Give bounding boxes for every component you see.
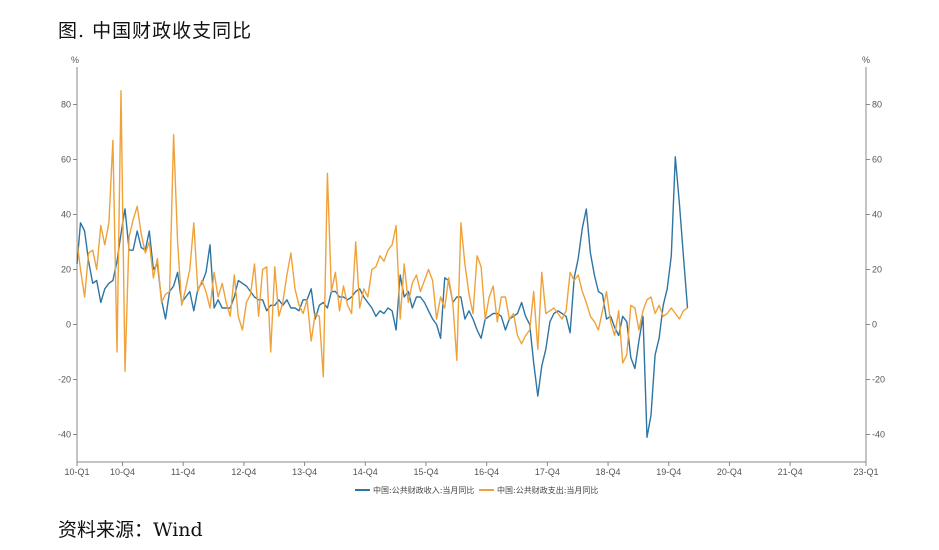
x-tick-label: 21-Q4 [778,467,803,477]
x-tick-label: 14-Q4 [353,467,378,477]
chart-axes: % % -40 -40 -20 -20 0 0 20 20 40 40 60 60 80 80 10-Q1 10-… [58,55,885,477]
y-tick-label-left: 40 [61,210,71,220]
y-tick-label-right: 60 [872,155,882,165]
y-tick-label-left: 20 [61,265,71,275]
y-tick-label-left: 80 [61,100,71,110]
legend-label-revenue: 中国:公共财政收入:当月同比 [373,485,474,495]
y-tick-label-left: -40 [58,430,71,440]
y-tick-label-right: -40 [872,430,885,440]
chart-legend: 中国:公共财政收入:当月同比 中国:公共财政支出:当月同比 [355,485,598,495]
y-tick-label-right: 0 [872,320,877,330]
x-tick-label: 11-Q4 [171,467,195,477]
y-tick-label-right: -20 [872,375,885,385]
y-tick-label-left: 60 [61,155,71,165]
y-axis-right-unit: % [862,55,870,65]
x-tick-label: 13-Q4 [292,467,317,477]
legend-label-expenditure: 中国:公共财政支出:当月同比 [497,485,598,495]
y-tick-label-left: -20 [58,375,71,385]
x-tick-label: 16-Q4 [474,467,499,477]
chart-series [76,90,689,438]
x-tick-label: 10-Q1 [64,467,89,477]
series-expenditure-line [76,90,688,378]
x-tick-label: 10-Q4 [110,467,135,477]
series-revenue-line [76,156,689,438]
y-tick-label-right: 40 [872,210,882,220]
x-tick-label: 19-Q4 [656,467,681,477]
x-tick-label: 20-Q4 [717,467,742,477]
y-tick-label-left: 0 [66,320,71,330]
x-tick-label: 18-Q4 [596,467,621,477]
x-tick-label: 23-Q1 [853,467,878,477]
y-tick-label-right: 20 [872,265,882,275]
y-tick-label-right: 80 [872,100,882,110]
finance-yoy-chart: % % -40 -40 -20 -20 0 0 20 20 40 40 60 60 80 80 10-Q1 10-… [58,55,885,495]
y-axis-left-unit: % [71,55,79,65]
x-tick-label: 15-Q4 [413,467,438,477]
x-tick-label: 17-Q4 [535,467,560,477]
figure-source: 资料来源：Wind [58,519,203,541]
figure-title: 图. 中国财政收支同比 [58,20,253,42]
x-tick-label: 12-Q4 [231,467,256,477]
